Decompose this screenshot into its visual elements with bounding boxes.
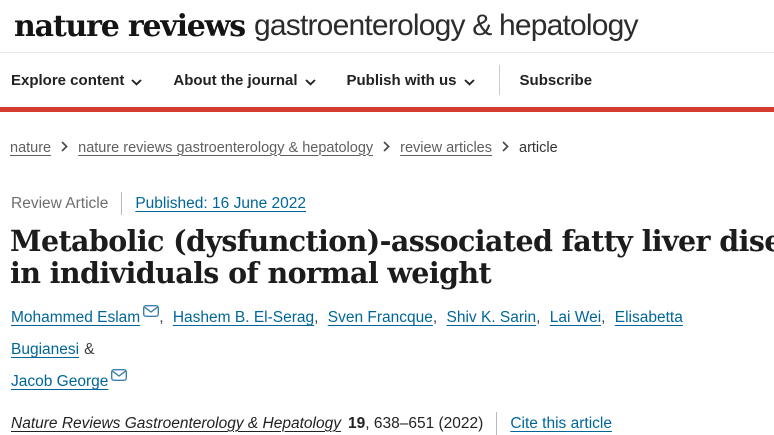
citation-pages: , 638–651 (2022)	[365, 414, 484, 432]
masthead: nature reviews gastroenterology & hepato…	[0, 0, 774, 53]
citation-divider	[496, 412, 498, 435]
email-icon[interactable]	[111, 361, 128, 393]
author: Elisabetta Bugianesi &	[11, 309, 683, 358]
chevron-right-icon	[383, 140, 390, 156]
author-link[interactable]: Sven Francque	[327, 309, 433, 326]
published-date-link[interactable]: Published: 16 June 2022	[135, 194, 306, 212]
chevron-right-icon	[61, 140, 68, 156]
breadcrumb-link-nature[interactable]: nature	[10, 139, 52, 156]
page-title-line-1: Metabolic (dysfunction)-associated fatty…	[10, 224, 774, 258]
page-title-line-2: in individuals of normal weight	[10, 256, 492, 290]
nav-item-label: Explore content	[11, 71, 125, 89]
breadcrumb-current-article: article	[519, 139, 558, 156]
author-separator: &	[84, 341, 95, 358]
article-meta-row: Review Article Published: 16 June 2022	[11, 192, 774, 215]
author-separator: ,	[314, 309, 319, 326]
page-title: Metabolic (dysfunction)-associated fatty…	[10, 225, 774, 289]
author-link[interactable]: Shiv K. Sarin	[446, 309, 537, 326]
article-type-label: Review Article	[11, 194, 109, 212]
chevron-down-icon	[463, 73, 475, 90]
author-link[interactable]: Elisabetta Bugianesi	[11, 309, 683, 358]
nav-item-label: Publish with us	[346, 71, 457, 89]
journal-name-logo[interactable]: gastroenterology & hepatology	[253, 9, 639, 42]
cite-this-article-link[interactable]: Cite this article	[510, 414, 612, 432]
nav-item-label: About the journal	[173, 71, 298, 89]
chevron-right-icon	[502, 140, 509, 156]
meta-divider	[121, 192, 123, 215]
citation-line: Nature Reviews Gastroenterology & Hepato…	[11, 412, 774, 435]
chevron-down-icon	[304, 73, 316, 90]
author-link[interactable]: Lai Wei	[549, 309, 602, 326]
author: Sven Francque,	[328, 309, 442, 326]
breadcrumb-link-review-articles[interactable]: review articles	[400, 139, 492, 156]
breadcrumb-link-journal[interactable]: nature reviews gastroenterology & hepato…	[78, 139, 374, 156]
author-list: Mohammed Eslam, Hashem B. El-Serag, Sven…	[11, 302, 774, 398]
nav-item-publish-with-us[interactable]: Publish with us	[347, 71, 475, 90]
main-nav: Explore content About the journal Publis…	[0, 53, 774, 112]
breadcrumb: nature nature reviews gastroenterology &…	[10, 139, 774, 156]
author-separator: ,	[432, 309, 438, 326]
author: Jacob George	[11, 368, 128, 390]
nav-item-explore-content[interactable]: Explore content	[11, 71, 143, 90]
email-icon[interactable]	[143, 297, 160, 329]
author: Lai Wei,	[550, 309, 611, 326]
nav-item-about-the-journal[interactable]: About the journal	[173, 71, 316, 90]
author: Hashem B. El-Serag,	[173, 309, 324, 326]
author-separator: ,	[159, 309, 164, 326]
journal-citation-link[interactable]: Nature Reviews Gastroenterology & Hepato…	[11, 414, 341, 432]
nature-reviews-logo[interactable]: nature reviews	[14, 8, 246, 44]
nav-divider	[498, 65, 500, 95]
author: Mohammed Eslam,	[11, 304, 169, 326]
subscribe-link[interactable]: Subscribe	[519, 71, 593, 89]
author-separator: ,	[601, 309, 606, 326]
chevron-down-icon	[131, 73, 143, 90]
author-link[interactable]: Mohammed Eslam	[11, 309, 141, 326]
author-link[interactable]: Hashem B. El-Serag	[172, 309, 315, 326]
author-link[interactable]: Jacob George	[11, 373, 109, 390]
citation-volume: 19	[347, 414, 366, 432]
author-separator: ,	[536, 309, 541, 326]
author: Shiv K. Sarin,	[447, 309, 546, 326]
